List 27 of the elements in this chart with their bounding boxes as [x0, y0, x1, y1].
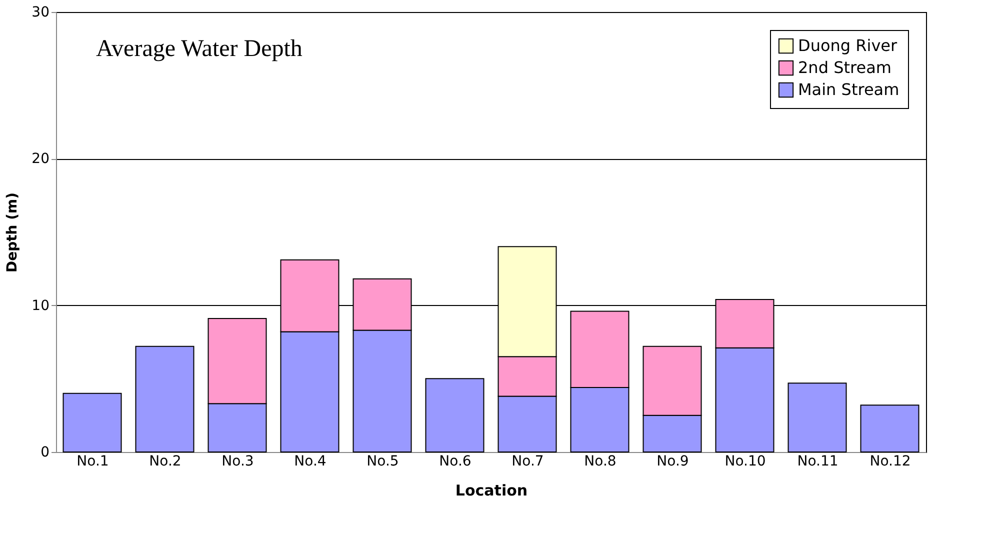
bar — [788, 382, 847, 452]
legend-label: 2nd Stream — [798, 58, 892, 77]
x-tick-label: No.6 — [439, 454, 472, 470]
bar — [62, 392, 122, 452]
x-tick-label: No.9 — [656, 454, 689, 470]
x-tick-label: No.2 — [149, 454, 182, 470]
legend-label: Main Stream — [798, 80, 900, 99]
y-tick-label: 0 — [40, 444, 50, 460]
bar — [135, 346, 194, 452]
x-tick-label: No.8 — [584, 454, 616, 470]
x-tick-label: No.12 — [870, 454, 911, 470]
x-axis-title: Location — [455, 482, 528, 500]
x-tick-label: No.1 — [76, 454, 109, 470]
x-tick-label: No.11 — [797, 454, 838, 470]
legend-label: Duong River — [798, 36, 898, 55]
y-axis-title: Depth (m) — [4, 192, 21, 273]
y-tick-label: 30 — [32, 4, 50, 20]
x-tick-label: No.10 — [724, 454, 766, 470]
y-tick-label: 20 — [32, 151, 50, 168]
x-tick-label: No.5 — [366, 454, 399, 470]
x-tick-label: No.3 — [222, 454, 254, 470]
x-tick-label: No.4 — [294, 454, 326, 470]
bar — [860, 404, 920, 452]
text: Average Water Depth — [96, 36, 302, 62]
x-tick-label: No.7 — [512, 454, 544, 470]
y-tick-label: 10 — [32, 298, 50, 314]
bar — [425, 378, 484, 452]
